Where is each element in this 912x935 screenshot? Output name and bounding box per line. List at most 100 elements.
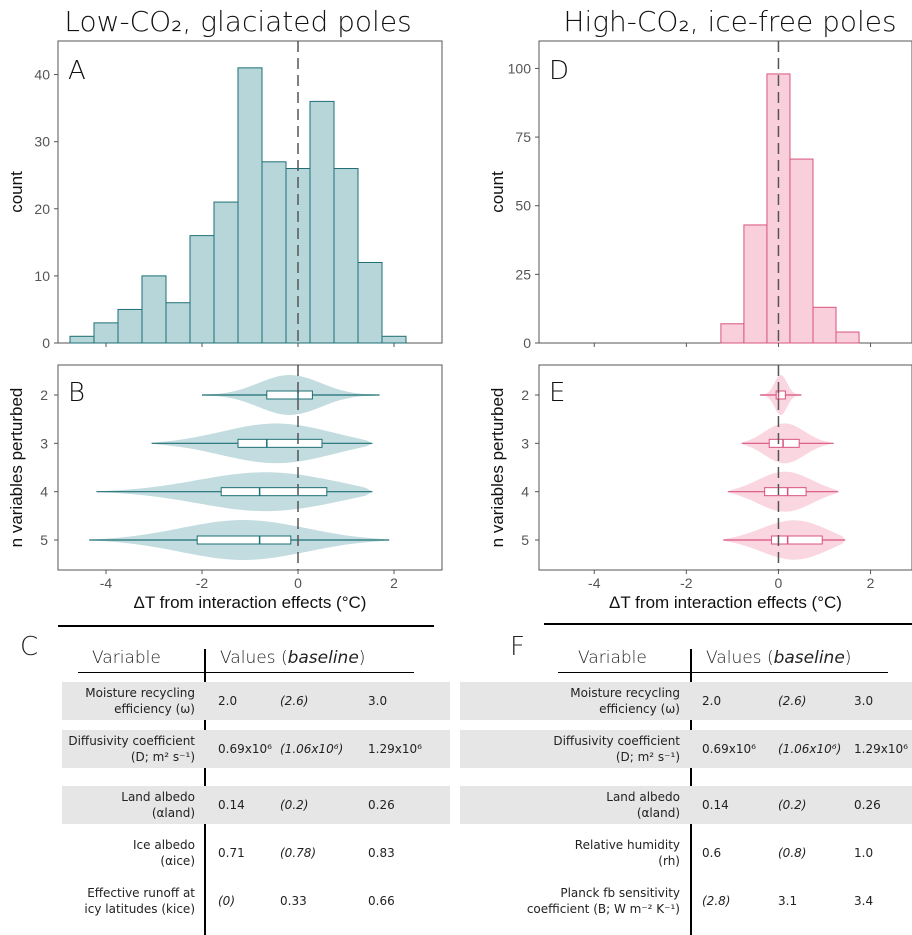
x-tick-label: -2 (196, 575, 209, 591)
y-tick-label: 100 (508, 60, 532, 76)
panel-label-F: F (510, 632, 525, 662)
variable-name: Diffusivity coefficient (D; m² s⁻¹) (68, 733, 195, 765)
histogram-bar (357, 261, 383, 344)
variable-name: Relative humidity (rh) (575, 837, 680, 869)
variable-name-line: Relative humidity (574, 838, 680, 852)
plot-frame (57, 364, 443, 571)
histogram-bar (743, 224, 768, 344)
y-tick-label: 10 (34, 268, 50, 284)
x-tick-label: 2 (867, 575, 875, 591)
histogram-D: 0 25 50 75 100 count D (488, 40, 912, 351)
box-iqr (237, 438, 323, 448)
box-iqr (764, 487, 807, 497)
violin-B: 2 3 4 5 -4 -2 0 2 ΔT from interaction effects (°… (7, 364, 443, 612)
value-low: 0.14 (702, 798, 729, 812)
table-row: Planck fb sensitivity coefficient (B; W m… (460, 882, 912, 920)
value-low: (2.8) (702, 894, 731, 908)
histogram-bar (333, 168, 359, 344)
value-low: 0.71 (218, 846, 245, 860)
table-row: Diffusivity coefficient (D; m² s⁻¹) 0.69x1… (460, 730, 912, 768)
x-tick-label: 0 (294, 575, 302, 591)
variable-name-line: (D; m² s⁻¹) (130, 750, 195, 764)
variable-name: Moisture recycling efficiency (ω) (570, 685, 680, 717)
header-rule (558, 672, 888, 673)
y-tick-label: 5 (40, 532, 48, 548)
value-high: 0.26 (368, 798, 395, 812)
y-tick-label: 20 (34, 201, 50, 217)
y-axis-label: count (7, 171, 26, 213)
panel-label-E: E (549, 378, 565, 408)
header-variable: Variable (578, 648, 647, 668)
variable-name-line: (αland) (636, 806, 680, 820)
variable-name-line: (rh) (658, 854, 680, 868)
x-axis-label: ΔT from interaction effects (°C) (134, 593, 367, 612)
value-high: 1.29x10⁶ (854, 742, 908, 756)
y-tick-label: 75 (515, 129, 531, 145)
value-base: (0.2) (280, 798, 309, 812)
box-iqr (266, 390, 313, 400)
y-tick-label: 0 (42, 335, 50, 351)
table-row: Relative humidity (rh) 0.6 (0.8) 1.0 (460, 834, 912, 872)
variable-name-line: Diffusivity coefficient (553, 734, 680, 748)
table-C: C Variable Values (baseline) Moisture re… (0, 620, 450, 935)
right-panel-title: High-CO₂, ice-free poles (563, 5, 896, 38)
value-high: 3.0 (854, 694, 874, 708)
table-row: Moisture recycling efficiency (ω) 2.0 (2.6)… (62, 682, 450, 720)
y-tick-label: 4 (40, 484, 48, 500)
y-tick-label: 3 (521, 435, 529, 451)
table-top-rule (544, 623, 912, 625)
y-axis-label: n variables perturbed (488, 388, 507, 548)
histogram-bar (141, 275, 167, 344)
violin-E: 2 3 4 5 -4 -2 0 2 ΔT from interaction effects (°… (488, 364, 912, 612)
variable-name-line: Effective runoff at (87, 886, 195, 900)
value-base: (0.78) (280, 846, 317, 860)
x-tick-label: -4 (588, 575, 601, 591)
y-tick-label: 25 (515, 266, 531, 282)
table-F: F Variable Values (baseline) Moisture re… (460, 620, 912, 935)
header-values: Values (baseline) (220, 648, 366, 668)
histogram-bar (812, 306, 837, 344)
histogram-bar (165, 302, 191, 344)
value-base: (1.06x10⁶) (280, 742, 344, 756)
variable-name: Diffusivity coefficient (D; m² s⁻¹) (553, 733, 680, 765)
table-row: Land albedo (αland) 0.14 (0.2) 0.26 (62, 786, 450, 824)
x-tick-label: 0 (775, 575, 783, 591)
left-panel-title: Low-CO₂, glaciated poles (64, 5, 411, 38)
variable-name-line: efficiency (ω) (599, 702, 680, 716)
histogram-A: 0 10 20 30 40 count A (7, 40, 443, 351)
table-row: Effective runoff at icy latitudes (kice) (… (62, 882, 450, 920)
value-high: 3.4 (854, 894, 874, 908)
variable-name: Land albedo (αland) (121, 789, 195, 821)
histogram-bar (69, 335, 95, 344)
variable-name-line: (αice) (160, 854, 195, 868)
histogram-bar (261, 161, 287, 344)
y-tick-label: 2 (40, 387, 48, 403)
value-high: 0.26 (854, 798, 881, 812)
value-low: 2.0 (218, 694, 238, 708)
value-base: (0.2) (778, 798, 807, 812)
y-tick-label: 40 (34, 67, 50, 83)
variable-name-line: Moisture recycling (85, 686, 195, 700)
table-row: Diffusivity coefficient (D; m² s⁻¹) 0.69x1… (62, 730, 450, 768)
variable-name-line: Diffusivity coefficient (68, 734, 195, 748)
value-base: (2.6) (280, 694, 309, 708)
histogram-bar (93, 322, 119, 344)
variable-name-line: coefficient (B; W m⁻² K⁻¹) (526, 902, 680, 916)
value-base: 0.33 (280, 894, 307, 908)
variable-name-line: Moisture recycling (570, 686, 680, 700)
panel-label-D: D (549, 56, 569, 86)
value-high: 3.0 (368, 694, 388, 708)
histogram-bar (381, 335, 407, 344)
box-iqr (771, 535, 823, 545)
value-low: 2.0 (702, 694, 722, 708)
variable-name-line: efficiency (ω) (114, 702, 195, 716)
x-tick-label: -2 (680, 575, 693, 591)
value-high: 0.83 (368, 846, 395, 860)
value-low: 0.69x10⁶ (218, 742, 272, 756)
histogram-bar (835, 331, 860, 344)
value-low: 0.6 (702, 846, 722, 860)
value-high: 1.29x10⁶ (368, 742, 422, 756)
variable-name-line: Ice albedo (133, 838, 195, 852)
table-row: Land albedo (αland) 0.14 (0.2) 0.26 (460, 786, 912, 824)
